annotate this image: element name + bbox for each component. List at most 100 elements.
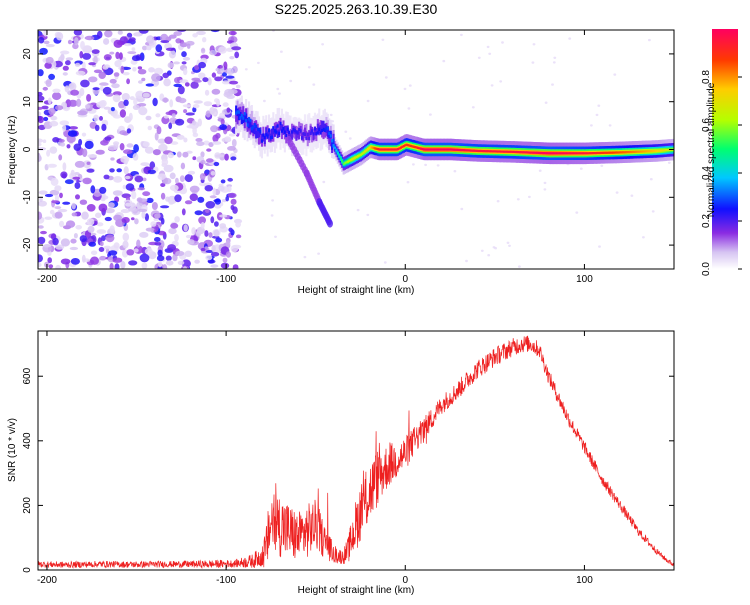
spectrogram-noise-cell bbox=[82, 61, 86, 70]
spectrogram-ridge-cell bbox=[528, 151, 531, 154]
spectrogram-noise-cell bbox=[225, 196, 229, 202]
spectrogram-ridge-cell bbox=[457, 148, 460, 151]
spectrogram-noise-cell bbox=[68, 83, 75, 89]
spectrogram-noise-cell bbox=[160, 217, 165, 225]
spectrogram-noise-cell bbox=[613, 73, 617, 76]
spectrogram-noise-cell bbox=[42, 139, 47, 143]
spectrogram-noise-cell bbox=[102, 64, 109, 70]
spectrogram-ridge-cell bbox=[551, 152, 554, 155]
spectrogram-noise-cell bbox=[82, 177, 92, 185]
spectrogram-ridge-cell bbox=[649, 150, 652, 153]
spectrogram-ridge-cell bbox=[554, 152, 557, 155]
spectrogram-noise-cell bbox=[44, 193, 54, 198]
spectrogram-noise-cell bbox=[152, 149, 161, 156]
spectrogram-ridge-cell bbox=[323, 123, 326, 132]
spectrogram-noise-cell bbox=[84, 35, 95, 41]
spectrogram-ridge-cell bbox=[291, 132, 294, 140]
spectrogram-ridge-cell bbox=[384, 148, 387, 151]
spectrogram-noise-cell bbox=[543, 181, 547, 185]
spectrogram-xlabel: Height of straight line (km) bbox=[298, 285, 415, 296]
spectrogram-ridge-cell bbox=[533, 151, 536, 154]
spectrogram-noise-cell bbox=[140, 162, 150, 167]
spectrogram-ridge-cell bbox=[388, 148, 391, 151]
spectrogram-noise-cell bbox=[92, 87, 100, 91]
spectrogram-ridge-cell bbox=[633, 150, 636, 153]
spectrogram-ridge-cell bbox=[604, 151, 607, 154]
snr-x-ticks: -200 -100 0 100 bbox=[37, 331, 593, 586]
spectrogram-ridge-cell bbox=[278, 120, 281, 134]
spectrogram-noise-cell bbox=[81, 254, 86, 263]
spectrogram-noise-cell bbox=[183, 137, 188, 143]
spectrogram-noise-cell bbox=[86, 218, 95, 226]
spectrogram-ridge-cell bbox=[313, 127, 316, 135]
spectrogram-ridge-cell bbox=[319, 131, 322, 135]
spectrogram-noise-cell bbox=[79, 51, 84, 59]
spectrogram-noise-cell bbox=[205, 255, 213, 261]
spectrogram-noise-cell bbox=[146, 45, 152, 51]
spectrogram-noise-cell bbox=[67, 39, 73, 45]
spectrogram-noise-cell bbox=[118, 52, 123, 60]
spectrogram-noise-cell bbox=[104, 136, 112, 141]
spectrogram-ridge-cell bbox=[236, 110, 239, 114]
spectrogram-ridge-cell bbox=[442, 148, 445, 151]
spectrogram-noise-cell bbox=[487, 254, 491, 257]
spectrogram-ridge-cell bbox=[377, 148, 380, 151]
spectrogram-ridge-cell bbox=[546, 152, 549, 155]
spectrogram-ridge-cell bbox=[630, 150, 633, 154]
spectrogram-noise-cell bbox=[160, 40, 170, 44]
spectrogram-ridge-cell bbox=[609, 151, 612, 154]
spectrogram-ridge-cell bbox=[458, 148, 461, 152]
spectrogram-noise-cell bbox=[178, 97, 187, 104]
spectrogram-noise-cell bbox=[55, 264, 61, 269]
spectrogram-ridge-cell bbox=[268, 128, 271, 133]
spectrogram-noise-cell bbox=[225, 239, 231, 248]
snr-panel: -200 -100 0 100 0 200 400 600 Height of straig… bbox=[7, 330, 675, 596]
spectrogram-noise-cell bbox=[62, 124, 67, 132]
spectrogram-ridge-cell bbox=[537, 151, 540, 154]
spectrogram-ridge-cell bbox=[272, 126, 275, 130]
spectrogram-noise-cell bbox=[125, 183, 135, 191]
spectrogram-ridge-cell bbox=[427, 148, 430, 151]
spectrogram-noise-cell bbox=[224, 136, 232, 142]
spectrogram-ridge-cell bbox=[660, 149, 663, 152]
spectrogram-ridge-cell bbox=[659, 149, 662, 152]
spectrogram-noise-cell bbox=[156, 255, 165, 262]
spectrogram-noise-cell bbox=[119, 143, 125, 151]
spectrogram-noise-cell bbox=[138, 106, 148, 116]
spectrogram-noise-cell bbox=[38, 211, 43, 220]
spectrogram-noise-cell bbox=[146, 35, 155, 44]
spectrogram-ridge-cell bbox=[329, 133, 332, 147]
spectrogram-noise-cell bbox=[113, 176, 123, 183]
spectrogram-noise-cell bbox=[141, 262, 148, 269]
spectrogram-ridge-cell bbox=[411, 145, 414, 148]
spectrogram-noise-cell bbox=[197, 196, 205, 203]
spectrogram-noise-cell bbox=[501, 41, 504, 44]
spectrogram-ridge-cell bbox=[420, 147, 423, 150]
spectrogram-ridge-cell bbox=[395, 148, 398, 151]
spectrogram-noise-cell bbox=[129, 37, 136, 42]
spectrogram-ridge-cell bbox=[356, 155, 359, 158]
spectrogram-ridge-cell bbox=[245, 113, 248, 122]
spectrogram-noise-cell bbox=[182, 151, 189, 158]
spectrogram-ridge-cell bbox=[514, 150, 517, 154]
y-tick-label: -20 bbox=[22, 237, 33, 252]
spectrogram-noise-cell bbox=[207, 77, 212, 86]
spectrogram-noise-cell bbox=[49, 189, 60, 196]
spectrogram-ridge-cell bbox=[594, 152, 597, 155]
spectrogram-noise-cell bbox=[165, 47, 176, 51]
spectrogram-ridge-cell bbox=[282, 127, 285, 131]
spectrogram-noise-cell bbox=[173, 83, 182, 88]
spectrogram-noise-cell bbox=[68, 126, 79, 130]
spectrogram-ridge-cell bbox=[607, 151, 610, 154]
spectrogram-noise-cell bbox=[99, 241, 104, 247]
spectrogram-noise-cell bbox=[103, 38, 110, 45]
spectrogram-ridge-cell bbox=[576, 152, 579, 155]
spectrogram-ridge-cell bbox=[239, 116, 242, 120]
spectrogram-noise-cell bbox=[74, 182, 81, 189]
snr-y-ticks: 0 200 400 600 bbox=[22, 367, 674, 573]
spectrogram-ridge-cell bbox=[567, 152, 570, 155]
spectrogram-ridge-cell bbox=[646, 150, 649, 153]
spectrogram-ridge-cell bbox=[643, 150, 646, 153]
spectrogram-ridge-cell bbox=[276, 124, 279, 128]
spectrogram-noise-cell bbox=[356, 208, 360, 212]
